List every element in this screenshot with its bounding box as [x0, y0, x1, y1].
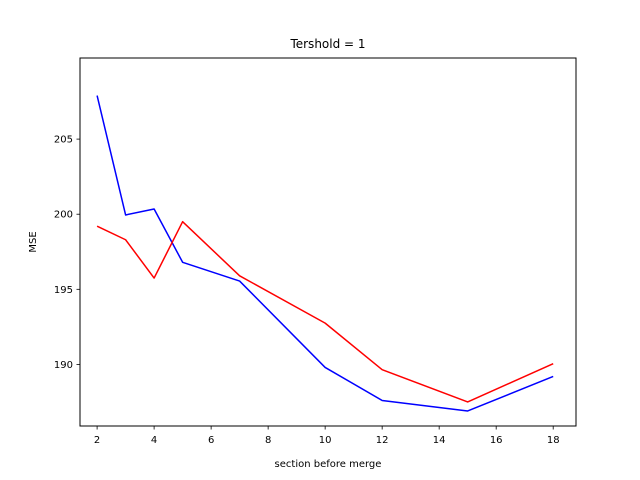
- x-tick-label: 12: [376, 435, 389, 446]
- x-tick-label: 14: [433, 435, 446, 446]
- y-tick-label: 205: [54, 135, 73, 146]
- y-tick-label: 195: [54, 285, 73, 296]
- x-tick-label: 18: [547, 435, 560, 446]
- y-tick-label: 190: [54, 360, 73, 371]
- x-tick-label: 10: [319, 435, 332, 446]
- x-axis: 2 4 6 8 10 12 14 16 18: [94, 426, 560, 446]
- x-tick-label: 2: [94, 435, 100, 446]
- x-tick-label: 4: [151, 435, 157, 446]
- plot-frame: [79, 57, 577, 427]
- series-line-2: [96, 220, 554, 403]
- x-tick-label: 6: [208, 435, 214, 446]
- x-tick-label: 8: [265, 435, 271, 446]
- series-line-1: [96, 95, 554, 412]
- chart-title: Tershold = 1: [289, 37, 365, 51]
- x-axis-title: section before merge: [275, 459, 382, 470]
- series-layer: [96, 95, 554, 412]
- y-axis: 190 195 200 205: [54, 135, 80, 371]
- y-tick-label: 200: [54, 210, 73, 221]
- x-tick-label: 16: [490, 435, 503, 446]
- y-axis-title: MSE: [28, 231, 39, 252]
